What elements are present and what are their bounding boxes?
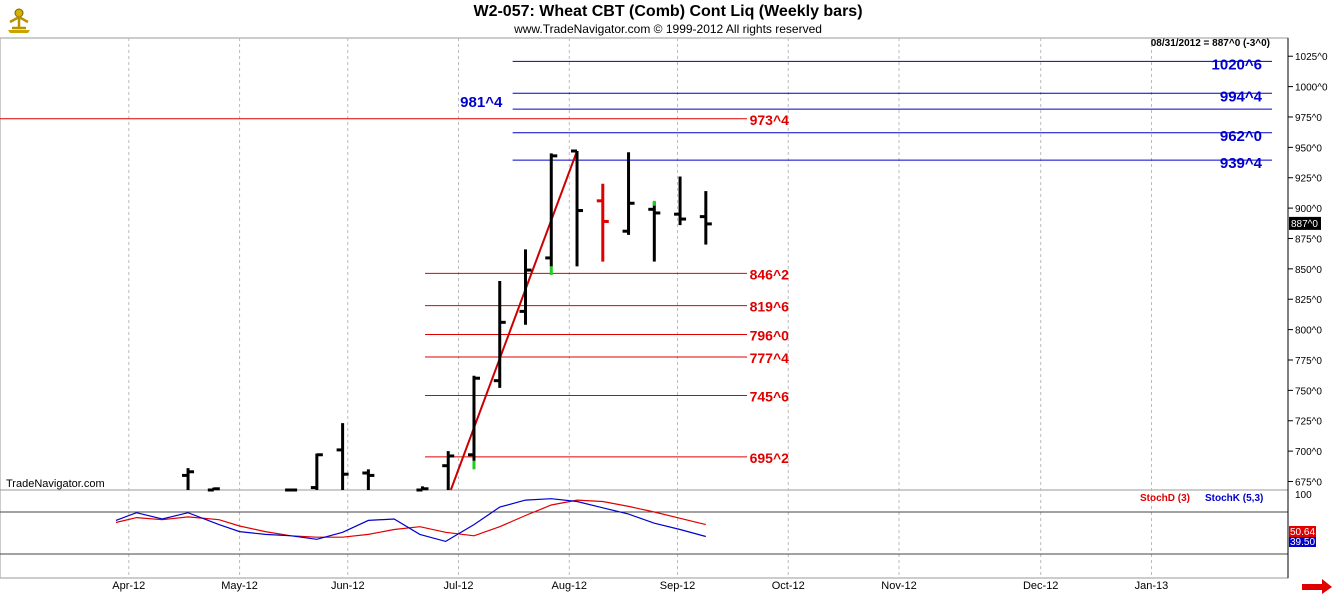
x-tick-label: Jan-13 bbox=[1135, 580, 1169, 592]
blue-level-label: 962^0 bbox=[1220, 128, 1262, 145]
watermark-label: TradeNavigator.com bbox=[6, 478, 105, 490]
red-level-label: 695^2 bbox=[750, 450, 790, 466]
y-tick-label: 750^0 bbox=[1295, 386, 1322, 397]
copyright-subtitle: www.TradeNavigator.com © 1999-2012 All r… bbox=[514, 22, 822, 36]
y-tick-label: 975^0 bbox=[1295, 113, 1322, 124]
x-tick-label: Apr-12 bbox=[112, 580, 145, 592]
ohlc-bar[interactable] bbox=[336, 423, 349, 490]
ohlc-bar[interactable] bbox=[182, 468, 195, 490]
axis-layer: 1025^0 1000^0 975^0 950^0 925^0 900^0 875^0 850… bbox=[6, 38, 1332, 594]
red-level-label: 745^6 bbox=[750, 389, 790, 405]
ohlc-bar[interactable] bbox=[622, 152, 635, 235]
red-level-label: 777^4 bbox=[750, 350, 790, 366]
stochK-value-box bbox=[1289, 537, 1316, 547]
stochD-legend: StochD (3) bbox=[1140, 493, 1190, 504]
ohlc-bar[interactable] bbox=[362, 469, 375, 490]
price-bars-layer[interactable] bbox=[182, 149, 712, 492]
blue-level-label: 1020^6 bbox=[1212, 56, 1262, 73]
ohlc-bar[interactable] bbox=[596, 183, 609, 262]
red-level-label: 819^6 bbox=[750, 299, 790, 315]
ohlc-bar[interactable] bbox=[442, 451, 455, 490]
x-tick-label: Nov-12 bbox=[881, 580, 916, 592]
y-tick-label: 950^0 bbox=[1295, 143, 1322, 154]
ohlc-bar[interactable] bbox=[674, 176, 687, 226]
y-tick-label: 900^0 bbox=[1295, 204, 1322, 215]
y-tick-label: 675^0 bbox=[1295, 477, 1322, 488]
y-tick-label: 875^0 bbox=[1295, 234, 1322, 245]
ohlc-bar[interactable] bbox=[493, 281, 506, 388]
y-tick-label: 1000^0 bbox=[1295, 83, 1328, 94]
y-tick-label: 725^0 bbox=[1295, 417, 1322, 428]
x-tick-label: Jul-12 bbox=[444, 580, 474, 592]
stochD-value-label: 50.64 bbox=[1290, 527, 1315, 538]
level-lines-layer: 1020^6 994^4 981^4 962^0 939^4 973^4 846^2 819^… bbox=[0, 56, 1272, 466]
ohlc-bar[interactable] bbox=[699, 191, 712, 245]
ohlc-bar[interactable] bbox=[571, 149, 584, 267]
ohlc-bar[interactable] bbox=[285, 488, 298, 492]
ohlc-bar[interactable] bbox=[207, 487, 220, 492]
x-tick-label: May-12 bbox=[221, 580, 258, 592]
x-tick-label: Dec-12 bbox=[1023, 580, 1058, 592]
price-plot-area bbox=[0, 37, 1289, 491]
chart-title: W2-057: Wheat CBT (Comb) Cont Liq (Weekl… bbox=[473, 3, 863, 20]
stoch-plot-area bbox=[0, 489, 1289, 579]
blue-level-label: 981^4 bbox=[460, 94, 503, 111]
stochK-value-label: 39.50 bbox=[1290, 537, 1315, 548]
trade-navigator-logo-icon[interactable] bbox=[4, 4, 34, 34]
current-price-box bbox=[1289, 216, 1321, 230]
x-tick-label: Oct-12 bbox=[772, 580, 805, 592]
y-tick-label: 925^0 bbox=[1295, 174, 1322, 185]
red-level-label: 846^2 bbox=[750, 266, 790, 282]
blue-level-label: 939^4 bbox=[1220, 155, 1263, 172]
trendline bbox=[449, 150, 578, 491]
scroll-right-arrow-icon[interactable] bbox=[1302, 579, 1332, 594]
grid-layer bbox=[0, 37, 1289, 579]
ohlc-bar[interactable] bbox=[648, 202, 661, 262]
ohlc-bar[interactable] bbox=[519, 249, 532, 325]
y-tick-label: 800^0 bbox=[1295, 326, 1322, 337]
stochastic-panel[interactable]: StochD (3) StochK (5,3) bbox=[0, 493, 1288, 555]
blue-level-label: 994^4 bbox=[1220, 88, 1263, 105]
red-top-level-label: 973^4 bbox=[750, 112, 790, 128]
red-level-label: 796^0 bbox=[750, 327, 790, 343]
current-price-label: 887^0 bbox=[1291, 219, 1318, 230]
ohlc-bar[interactable] bbox=[545, 153, 558, 267]
x-tick-label: Jun-12 bbox=[331, 580, 365, 592]
stochD-line[interactable] bbox=[115, 499, 706, 538]
stochD-value-box bbox=[1289, 526, 1316, 537]
stochK-line[interactable] bbox=[115, 498, 706, 543]
y-tick-label: 850^0 bbox=[1295, 265, 1322, 276]
chart-header: W2-057: Wheat CBT (Comb) Cont Liq (Weekl… bbox=[0, 0, 1336, 38]
ohlc-bar[interactable] bbox=[467, 375, 480, 461]
stochK-legend: StochK (5,3) bbox=[1205, 493, 1263, 504]
x-tick-label: Aug-12 bbox=[552, 580, 587, 592]
y-tick-label: 775^0 bbox=[1295, 356, 1322, 367]
ohlc-bar[interactable] bbox=[310, 453, 323, 490]
x-tick-label: Sep-12 bbox=[660, 580, 695, 592]
stoch-y-tick-label: 100 bbox=[1295, 490, 1312, 501]
y-tick-label: 1025^0 bbox=[1295, 52, 1328, 63]
y-tick-label: 700^0 bbox=[1295, 447, 1322, 458]
y-tick-label: 825^0 bbox=[1295, 295, 1322, 306]
ohlc-bar[interactable] bbox=[416, 486, 429, 492]
last-value-note: 08/31/2012 = 887^0 (-3^0) bbox=[1151, 38, 1270, 49]
